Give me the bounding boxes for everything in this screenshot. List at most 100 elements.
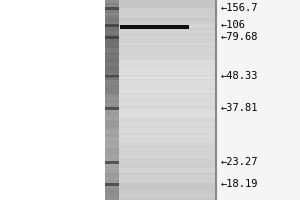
Bar: [105, 22, 119, 25]
Bar: [105, 195, 119, 198]
Bar: [105, 60, 216, 62]
Bar: [105, 180, 119, 182]
Bar: [105, 15, 216, 18]
Bar: [105, 198, 216, 200]
Bar: [105, 115, 216, 117]
Bar: [105, 165, 216, 168]
Bar: [105, 85, 119, 88]
Bar: [105, 138, 119, 140]
Bar: [105, 175, 119, 178]
Bar: [105, 75, 119, 78]
Bar: [105, 75, 119, 77]
Bar: [105, 105, 119, 108]
Bar: [105, 162, 119, 165]
Bar: [105, 95, 216, 98]
Bar: [105, 10, 119, 12]
Bar: [105, 32, 119, 35]
Bar: [105, 165, 119, 168]
Bar: [105, 43, 119, 45]
Bar: [105, 62, 216, 65]
Bar: [105, 55, 216, 58]
Bar: [105, 20, 119, 22]
Bar: [105, 38, 216, 40]
Bar: [105, 125, 216, 128]
Bar: [105, 122, 216, 125]
Bar: [105, 22, 216, 25]
Bar: [105, 145, 119, 148]
Bar: [105, 30, 216, 32]
Bar: [105, 32, 216, 35]
Bar: [105, 47, 216, 50]
Bar: [105, 150, 216, 152]
Bar: [105, 65, 216, 68]
Bar: [105, 122, 119, 125]
Bar: [105, 78, 216, 80]
Bar: [105, 10, 216, 12]
Bar: [105, 100, 216, 102]
Bar: [105, 140, 216, 142]
Bar: [105, 85, 216, 88]
Bar: [105, 155, 119, 158]
Bar: [105, 117, 119, 120]
Bar: [105, 2, 119, 5]
Bar: [105, 161, 119, 164]
Bar: [105, 148, 216, 150]
Bar: [105, 190, 216, 192]
Bar: [105, 58, 119, 60]
Bar: [105, 182, 216, 185]
Bar: [105, 50, 216, 52]
Bar: [105, 73, 119, 75]
Text: ←23.27: ←23.27: [220, 157, 258, 167]
Bar: [105, 7, 216, 10]
Bar: [105, 188, 119, 190]
Bar: [105, 90, 216, 92]
Bar: [105, 70, 216, 73]
Bar: [105, 172, 216, 175]
Bar: [105, 35, 216, 38]
Bar: [105, 75, 216, 77]
Bar: [105, 100, 119, 102]
Bar: [105, 185, 216, 188]
Bar: [105, 35, 119, 38]
Bar: [105, 135, 216, 138]
Bar: [105, 128, 119, 130]
Bar: [105, 83, 216, 85]
Bar: [105, 45, 216, 47]
Bar: [105, 150, 119, 152]
Bar: [105, 183, 119, 186]
Bar: [105, 15, 119, 18]
Bar: [105, 27, 216, 30]
Bar: [105, 83, 119, 85]
Text: ←48.33: ←48.33: [220, 71, 258, 81]
Bar: [105, 192, 216, 195]
Bar: [105, 7, 119, 10]
Bar: [105, 12, 119, 15]
Bar: [105, 170, 216, 172]
Bar: [105, 25, 216, 27]
Text: ←79.68: ←79.68: [220, 32, 258, 42]
Bar: [105, 18, 216, 20]
Bar: [105, 80, 119, 82]
Bar: [105, 158, 216, 160]
Bar: [105, 198, 119, 200]
Text: ←106: ←106: [220, 20, 245, 30]
Bar: [105, 180, 216, 182]
Bar: [105, 65, 119, 68]
Bar: [105, 68, 119, 70]
Bar: [105, 5, 119, 7]
Bar: [105, 172, 119, 175]
Bar: [105, 7, 119, 10]
Bar: [105, 88, 216, 90]
Bar: [105, 40, 119, 43]
Bar: [105, 43, 216, 45]
Bar: [105, 175, 216, 178]
Bar: [105, 38, 119, 40]
Bar: [105, 160, 216, 162]
Bar: [105, 115, 119, 117]
Bar: [105, 185, 119, 188]
Bar: [105, 145, 216, 148]
Bar: [105, 92, 119, 95]
Bar: [105, 0, 216, 2]
Bar: [105, 135, 119, 138]
Bar: [105, 110, 119, 112]
